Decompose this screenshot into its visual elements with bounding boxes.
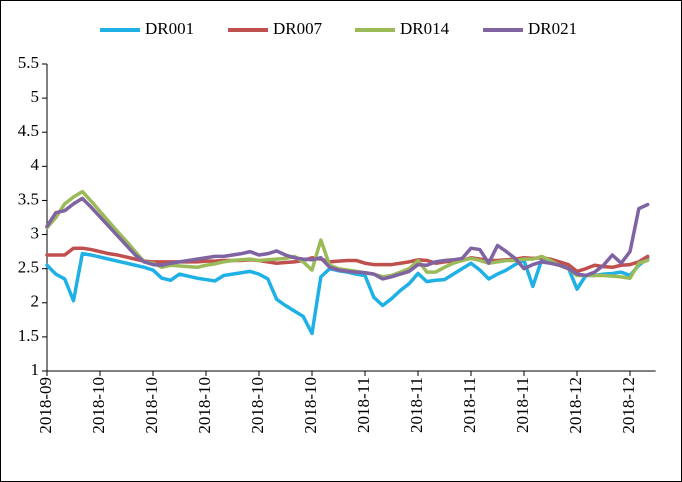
y-tick-label: 5.5 <box>18 53 39 72</box>
series-line <box>45 196 650 281</box>
x-tick-label: 2018-10 <box>248 377 267 434</box>
legend-label: DR021 <box>528 19 577 38</box>
x-tick-label: 2018-10 <box>142 377 161 434</box>
x-tick-label: 2018-09 <box>36 377 55 434</box>
y-tick-label: 1 <box>31 360 40 379</box>
y-tick-label: 1.5 <box>18 326 39 345</box>
y-tick-label: 4 <box>31 155 40 174</box>
x-tick-label: 2018-11 <box>407 377 426 433</box>
x-tick-label: 2018-12 <box>619 377 638 434</box>
legend-label: DR014 <box>400 19 450 38</box>
x-tick-label: 2018-11 <box>460 377 479 433</box>
y-tick-label: 3 <box>31 223 40 242</box>
x-tick-label: 2018-10 <box>195 377 214 434</box>
x-tick-label: 2018-10 <box>89 377 108 434</box>
y-tick-label: 2.5 <box>18 258 39 277</box>
y-tick-label: 5 <box>31 87 40 106</box>
legend-label: DR001 <box>145 19 194 38</box>
x-tick-label: 2018-12 <box>566 377 585 434</box>
y-tick-label: 4.5 <box>18 121 39 140</box>
x-tick-label: 2018-10 <box>301 377 320 434</box>
legend-label: DR007 <box>273 19 323 38</box>
y-tick-label: 2 <box>31 292 40 311</box>
x-tick-label: 2018-11 <box>513 377 532 433</box>
x-tick-label: 2018-11 <box>354 377 373 433</box>
y-tick-label: 3.5 <box>18 189 39 208</box>
